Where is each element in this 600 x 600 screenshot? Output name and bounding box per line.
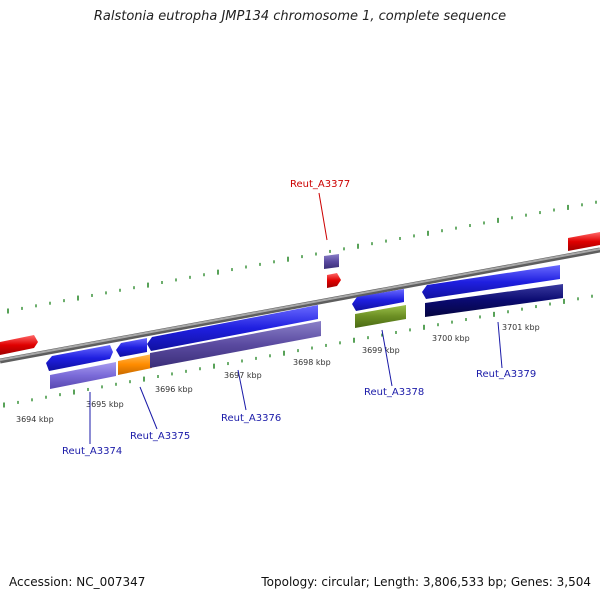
gene-label-reut-a3376[interactable]: Reut_A3376	[221, 413, 281, 424]
scale-label: 3698 kbp	[293, 358, 331, 367]
gene-label-reut-a3379[interactable]: Reut_A3379	[476, 369, 536, 380]
scale-label: 3694 kbp	[16, 415, 54, 424]
accession-text: Accession: NC_007347	[9, 575, 146, 589]
scale-label: 3700 kbp	[432, 334, 470, 343]
gene-reut-a3378-bar[interactable]	[355, 305, 406, 328]
gene-right-edge[interactable]	[568, 232, 600, 251]
gene-left-edge[interactable]	[0, 335, 38, 355]
leader-line-reut-a3375	[139, 386, 158, 430]
gene-label-reut-a3378[interactable]: Reut_A3378	[364, 387, 424, 398]
gene-reut-a3378-arrow[interactable]	[352, 289, 404, 311]
gene-reut-a3377-arrow[interactable]	[327, 273, 341, 288]
gene-reut-a3375-arrow[interactable]	[116, 338, 147, 357]
gene-reut-a3376-bar[interactable]	[150, 321, 321, 368]
gene-reut-a3377-upper[interactable]	[324, 254, 339, 269]
lower-tick-row	[3, 294, 593, 408]
scale-label: 3697 kbp	[224, 371, 262, 380]
gene-reut-a3374-arrow[interactable]	[46, 345, 113, 371]
gene-reut-a3379-arrow[interactable]	[422, 265, 560, 299]
gene-reut-a3376-arrow[interactable]	[147, 305, 318, 351]
leader-line-reut-a3378	[381, 329, 393, 387]
scale-label: 3695 kbp	[86, 400, 124, 409]
scale-label: 3701 kbp	[502, 323, 540, 332]
scale-label: 3696 kbp	[155, 385, 193, 394]
gene-reut-a3379-bar[interactable]	[425, 284, 563, 317]
gene-reut-a3374-bar[interactable]	[50, 362, 116, 389]
scale-label: 3699 kbp	[362, 346, 400, 355]
gene-reut-a3375-bar[interactable]	[118, 354, 152, 375]
gene-label-reut-a3374[interactable]: Reut_A3374	[62, 446, 122, 457]
gene-label-reut-a3377[interactable]: Reut_A3377	[290, 179, 350, 190]
leader-line-reut-a3376	[237, 369, 247, 411]
upper-tick-row	[7, 200, 597, 314]
leader-line-reut-a3379	[497, 321, 503, 369]
map-title: Ralstonia eutropha JMP134 chromosome 1, …	[93, 9, 507, 24]
gene-label-reut-a3375[interactable]: Reut_A3375	[130, 431, 190, 442]
topology-text: Topology: circular; Length: 3,806,533 bp…	[261, 575, 591, 589]
chromosome-backbone-highlight	[0, 248, 600, 361]
leader-line-reut-a3377	[318, 192, 328, 241]
